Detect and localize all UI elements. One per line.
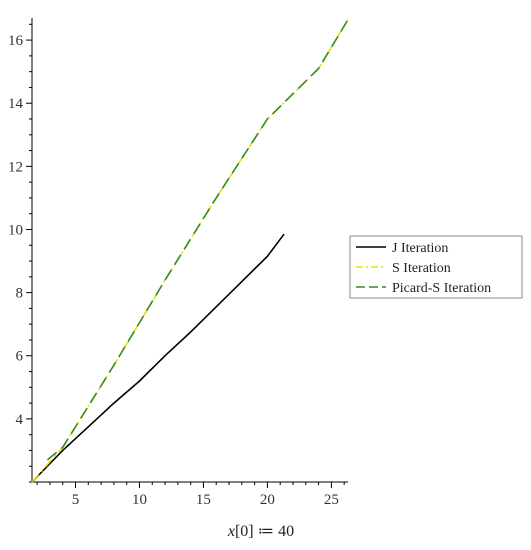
y-tick-label: 14: [8, 96, 24, 112]
x-axis-label: x[0] ≔ 40: [227, 523, 294, 540]
legend-label: J Iteration: [392, 241, 448, 256]
y-tick-label: 12: [8, 159, 23, 175]
x-tick-label: 5: [72, 492, 80, 508]
y-tick-label: 8: [16, 286, 24, 302]
series-line-0: [31, 233, 285, 483]
series-line-1: [31, 19, 349, 483]
series-lines: [31, 19, 349, 483]
legend-label: S Iteration: [392, 261, 451, 276]
series-line-2: [46, 19, 349, 461]
axis-ticks: 5 10 15 20 25 4 6 8 10 12 14 16: [8, 23, 345, 508]
y-tick-label: 4: [16, 412, 24, 428]
axes: [31, 18, 348, 483]
y-tick-label: 16: [8, 33, 24, 49]
x-tick-label: 15: [196, 492, 211, 508]
x-tick-label: 10: [132, 492, 147, 508]
x-axis-label-rest: [0] ≔ 40: [235, 523, 294, 540]
x-axis-label-var: x: [227, 523, 235, 540]
x-tick-label: 20: [260, 492, 275, 508]
y-tick-label: 10: [8, 222, 23, 238]
legend: J Iteration S Iteration Picard-S Iteration: [349, 235, 523, 299]
legend-items: J Iteration S Iteration Picard-S Iteration: [356, 241, 491, 296]
legend-label: Picard-S Iteration: [392, 281, 491, 296]
x-tick-label: 25: [324, 492, 339, 508]
y-tick-label: 6: [16, 349, 24, 365]
